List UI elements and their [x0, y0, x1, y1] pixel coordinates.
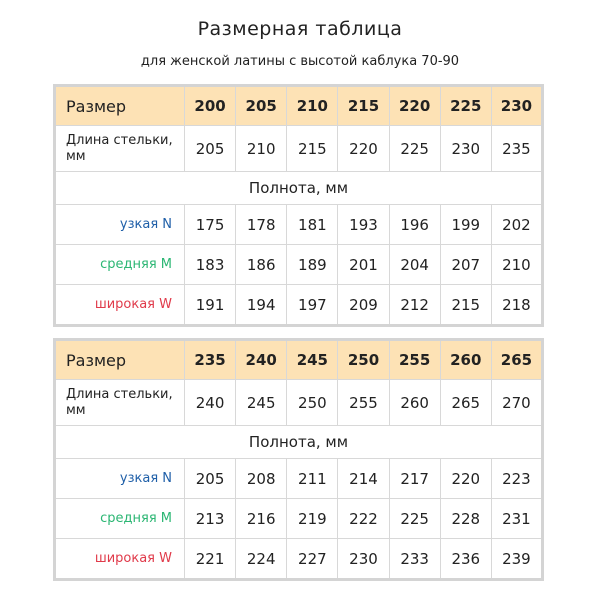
medium-cell: 207 — [439, 244, 492, 285]
wide-label: широкая W — [54, 538, 185, 580]
narrow-row: узкая N 205 208 211 214 217 220 223 — [54, 458, 544, 499]
wide-cell: 191 — [183, 284, 237, 326]
medium-cell: 186 — [235, 244, 288, 285]
narrow-cell: 208 — [235, 458, 288, 499]
size-cell: 250 — [337, 339, 390, 380]
size-cell: 200 — [183, 85, 237, 126]
size-cell: 205 — [235, 85, 288, 126]
narrow-cell: 175 — [183, 204, 237, 245]
insole-length-cell: 220 — [337, 125, 390, 172]
narrow-cell: 181 — [286, 204, 339, 245]
size-cell: 255 — [388, 339, 441, 380]
wide-cell: 209 — [337, 284, 390, 326]
page-subtitle: для женской латины с высотой каблука 70-… — [140, 54, 460, 69]
narrow-cell: 211 — [286, 458, 339, 499]
header-row: Размер 235 240 245 250 255 260 265 — [54, 339, 544, 380]
wide-cell: 212 — [388, 284, 441, 326]
medium-cell: 204 — [388, 244, 441, 285]
size-table-1: Размер 200 205 210 215 220 225 230 Длина стельки… — [53, 84, 544, 327]
wide-label: широкая W — [54, 284, 185, 326]
narrow-cell: 223 — [490, 458, 544, 499]
narrow-cell: 214 — [337, 458, 390, 499]
narrow-cell: 220 — [439, 458, 492, 499]
insole-length-cell: 260 — [388, 379, 441, 426]
size-cell: 215 — [337, 85, 390, 126]
wide-cell: 239 — [490, 538, 544, 580]
medium-cell: 183 — [183, 244, 237, 285]
insole-length-cell: 245 — [235, 379, 288, 426]
medium-label: средняя M — [54, 244, 185, 285]
size-label: Размер — [54, 339, 185, 380]
wide-cell: 197 — [286, 284, 339, 326]
wide-cell: 221 — [183, 538, 237, 580]
wide-cell: 230 — [337, 538, 390, 580]
insole-length-cell: 230 — [439, 125, 492, 172]
insole-length-row: Длина стельки, мм 240 245 250 255 260 265 270 — [54, 379, 544, 426]
insole-length-cell: 240 — [183, 379, 237, 426]
wide-row: широкая W 191 194 197 209 212 215 218 — [54, 284, 544, 326]
medium-cell: 228 — [439, 498, 492, 539]
wide-cell: 215 — [439, 284, 492, 326]
insole-length-cell: 255 — [337, 379, 390, 426]
size-cell: 265 — [490, 339, 544, 380]
narrow-cell: 196 — [388, 204, 441, 245]
insole-length-label: Длина стельки, мм — [54, 125, 185, 172]
narrow-label: узкая N — [54, 458, 185, 499]
wide-cell: 227 — [286, 538, 339, 580]
narrow-cell: 205 — [183, 458, 237, 499]
size-cell: 230 — [490, 85, 544, 126]
narrow-label: узкая N — [54, 204, 185, 245]
wide-row: широкая W 221 224 227 230 233 236 239 — [54, 538, 544, 580]
size-cell: 225 — [439, 85, 492, 126]
narrow-cell: 178 — [235, 204, 288, 245]
insole-length-cell: 210 — [235, 125, 288, 172]
size-cell: 210 — [286, 85, 339, 126]
medium-label: средняя M — [54, 498, 185, 539]
insole-length-cell: 215 — [286, 125, 339, 172]
wide-cell: 194 — [235, 284, 288, 326]
narrow-cell: 202 — [490, 204, 544, 245]
fullness-heading: Полнота, мм — [54, 425, 543, 459]
fullness-heading-row: Полнота, мм — [54, 425, 543, 459]
fullness-heading: Полнота, мм — [54, 171, 543, 205]
narrow-cell: 217 — [388, 458, 441, 499]
medium-cell: 210 — [490, 244, 544, 285]
medium-cell: 213 — [183, 498, 237, 539]
medium-cell: 201 — [337, 244, 390, 285]
insole-length-cell: 250 — [286, 379, 339, 426]
insole-length-label: Длина стельки, мм — [54, 379, 185, 426]
medium-cell: 219 — [286, 498, 339, 539]
size-cell: 245 — [286, 339, 339, 380]
insole-length-cell: 205 — [183, 125, 237, 172]
size-table-2: Размер 235 240 245 250 255 260 265 Длина стельки… — [53, 338, 544, 581]
size-cell: 240 — [235, 339, 288, 380]
insole-length-cell: 270 — [490, 379, 544, 426]
medium-cell: 222 — [337, 498, 390, 539]
medium-row: средняя M 213 216 219 222 225 228 231 — [54, 498, 544, 539]
narrow-row: узкая N 175 178 181 193 196 199 202 — [54, 204, 544, 245]
medium-row: средняя M 183 186 189 201 204 207 210 — [54, 244, 544, 285]
header-row: Размер 200 205 210 215 220 225 230 — [54, 85, 544, 126]
medium-cell: 216 — [235, 498, 288, 539]
insole-length-cell: 235 — [490, 125, 544, 172]
size-cell: 260 — [439, 339, 492, 380]
page-title: Размерная таблица — [197, 18, 403, 40]
medium-cell: 231 — [490, 498, 544, 539]
insole-length-row: Длина стельки, мм 205 210 215 220 225 230 235 — [54, 125, 544, 172]
medium-cell: 189 — [286, 244, 339, 285]
medium-cell: 225 — [388, 498, 441, 539]
size-label: Размер — [54, 85, 185, 126]
narrow-cell: 193 — [337, 204, 390, 245]
insole-length-cell: 265 — [439, 379, 492, 426]
wide-cell: 233 — [388, 538, 441, 580]
wide-cell: 224 — [235, 538, 288, 580]
wide-cell: 236 — [439, 538, 492, 580]
size-cell: 220 — [388, 85, 441, 126]
insole-length-cell: 225 — [388, 125, 441, 172]
size-cell: 235 — [183, 339, 237, 380]
narrow-cell: 199 — [439, 204, 492, 245]
wide-cell: 218 — [490, 284, 544, 326]
fullness-heading-row: Полнота, мм — [54, 171, 543, 205]
